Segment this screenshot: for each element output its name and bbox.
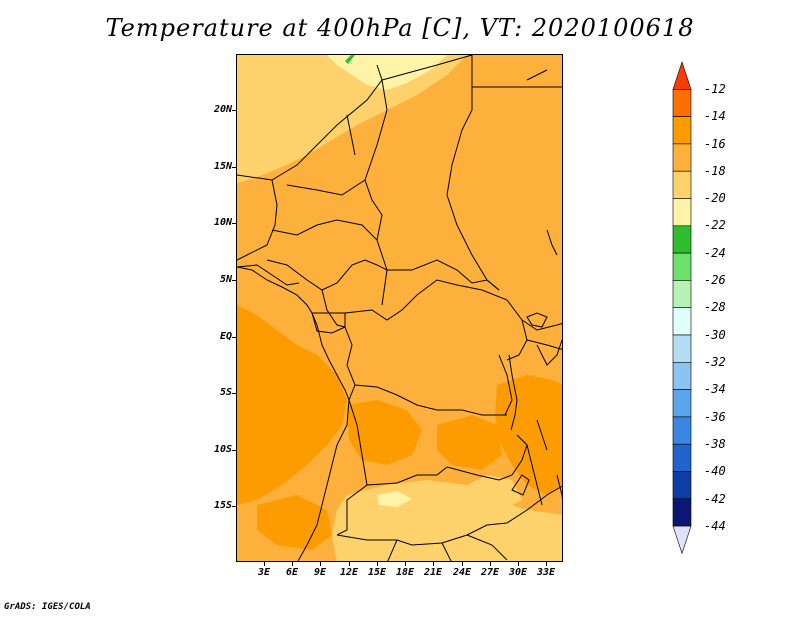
colorbar-swatch xyxy=(672,334,692,363)
lat-tick xyxy=(232,337,236,338)
colorbar-label: -20 xyxy=(704,191,726,205)
lon-label: 12E xyxy=(339,567,359,578)
colorbar-label: -16 xyxy=(704,137,726,151)
field-green-sliver xyxy=(345,55,355,64)
lon-label: 30E xyxy=(508,567,528,578)
colorbar-swatch xyxy=(672,361,692,390)
colorbar-swatch xyxy=(672,307,692,336)
lon-tick xyxy=(292,562,293,566)
colorbar-label: -30 xyxy=(704,328,726,342)
field-warm-southwest-low xyxy=(257,495,332,550)
lon-tick xyxy=(349,562,350,566)
colorbar-swatch xyxy=(672,61,692,90)
colorbar-swatch xyxy=(672,198,692,227)
lat-label: 15S xyxy=(213,500,232,511)
colorbar-swatch xyxy=(672,143,692,172)
lat-tick xyxy=(232,167,236,168)
lat-label: 5S xyxy=(219,387,232,398)
field-warm-lake-region xyxy=(437,415,502,470)
lat-label: EQ xyxy=(219,331,232,342)
colorbar-swatch xyxy=(672,416,692,445)
lat-label: 15N xyxy=(213,161,232,172)
lat-tick xyxy=(232,110,236,111)
lon-tick xyxy=(546,562,547,566)
colorbar-label: -22 xyxy=(704,218,726,232)
lat-tick xyxy=(232,280,236,281)
lon-label: 27E xyxy=(480,567,500,578)
colorbar-swatch xyxy=(672,525,692,555)
lon-label: 6E xyxy=(285,567,299,578)
field-cool-midsouth xyxy=(467,475,522,510)
lon-label: 3E xyxy=(257,567,271,578)
lat-label: 10S xyxy=(213,444,232,455)
colorbar-label: -44 xyxy=(704,519,726,533)
colorbar-label: -12 xyxy=(704,82,726,96)
lakes xyxy=(508,312,562,506)
colorbar-swatch xyxy=(672,116,692,145)
field-cool-patch-west xyxy=(237,55,307,100)
lon-tick xyxy=(518,562,519,566)
lat-tick xyxy=(232,393,236,394)
field-cool-band-north xyxy=(237,55,467,183)
lon-label: 33E xyxy=(536,567,556,578)
colorbar-label: -34 xyxy=(704,382,726,396)
field-warm-southwest xyxy=(237,305,347,505)
field-coolest-north xyxy=(327,55,447,90)
colorbar-swatch xyxy=(672,252,692,281)
colorbar-label: -38 xyxy=(704,437,726,451)
lon-label: 21E xyxy=(423,567,443,578)
colorbar-label: -24 xyxy=(704,246,726,260)
colorbar-label: -18 xyxy=(704,164,726,178)
colorbar-label: -14 xyxy=(704,109,726,123)
colorbar-swatch xyxy=(672,471,692,500)
colorbar-swatch xyxy=(672,443,692,472)
lon-label: 18E xyxy=(395,567,415,578)
colorbar-label: -36 xyxy=(704,410,726,424)
field-warm-central xyxy=(347,400,422,465)
lon-label: 9E xyxy=(313,567,327,578)
lat-label: 5N xyxy=(219,274,232,285)
field-cool-south-patch xyxy=(377,491,412,507)
lon-tick xyxy=(462,562,463,566)
field-warm-east xyxy=(495,375,562,495)
colorbar-swatch xyxy=(672,498,692,527)
lon-tick xyxy=(405,562,406,566)
map-panel xyxy=(236,54,563,562)
lon-label: 24E xyxy=(452,567,472,578)
colorbar-swatch xyxy=(672,389,692,418)
colorbar-label: -28 xyxy=(704,300,726,314)
chart-title: Temperature at 400hPa [C], VT: 202010061… xyxy=(105,14,695,42)
colorbar xyxy=(672,61,692,555)
colorbar-swatch xyxy=(672,225,692,254)
lon-tick xyxy=(433,562,434,566)
coastline xyxy=(237,266,350,561)
lat-label: 10N xyxy=(213,217,232,228)
lat-label: 20N xyxy=(213,104,232,115)
lat-tick xyxy=(232,223,236,224)
colorbar-swatch xyxy=(672,280,692,308)
colorbar-swatch xyxy=(672,88,692,117)
lat-tick xyxy=(232,506,236,507)
colorbar-label: -42 xyxy=(704,492,726,506)
temperature-field xyxy=(237,55,562,561)
lon-tick xyxy=(377,562,378,566)
lon-label: 15E xyxy=(367,567,387,578)
colorbar-swatch xyxy=(672,170,692,199)
lon-tick xyxy=(490,562,491,566)
country-borders xyxy=(237,55,562,561)
lon-tick xyxy=(264,562,265,566)
colorbar-label: -26 xyxy=(704,273,726,287)
footer-credit: GrADS: IGES/COLA xyxy=(4,602,91,612)
colorbar-label: -32 xyxy=(704,355,726,369)
east-features xyxy=(526,69,558,256)
colorbar-label: -40 xyxy=(704,464,726,478)
lat-tick xyxy=(232,450,236,451)
lon-tick xyxy=(320,562,321,566)
